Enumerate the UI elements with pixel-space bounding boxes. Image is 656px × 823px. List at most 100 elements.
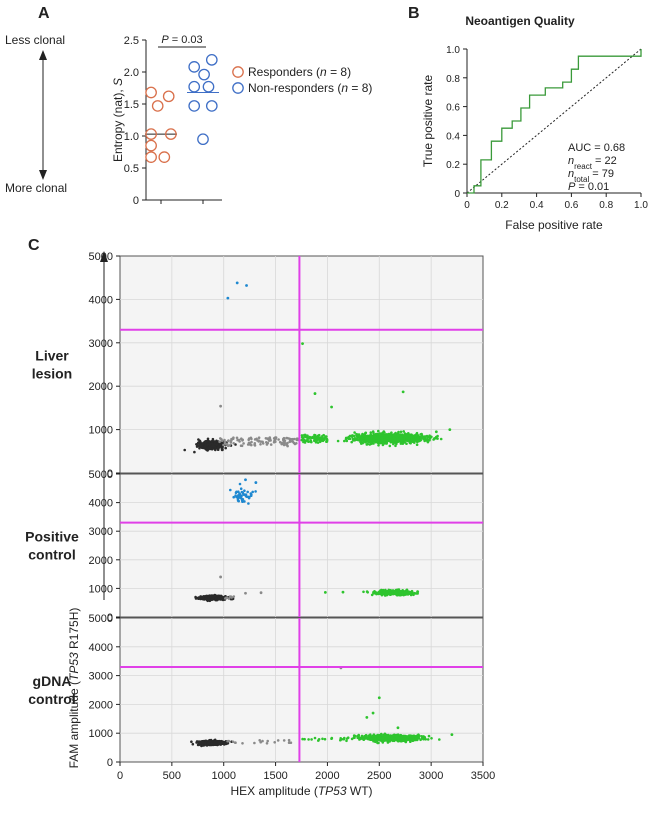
panel-c-fam-arrow-head	[100, 251, 108, 262]
panel-c-droplet-fam_positive	[245, 284, 248, 287]
panel-c-y-tick-label: 4000	[89, 294, 113, 306]
panel-c-droplet-fam_positive	[239, 496, 243, 500]
panel-a-data-point	[158, 151, 171, 163]
panel-c-droplet-mixed	[259, 591, 263, 595]
panel-c-droplet-hex_positive	[354, 437, 357, 441]
panel-c-droplet-mixed	[282, 739, 286, 742]
panel-c-droplet-hex_positive	[388, 592, 391, 595]
panel-c-droplet-hex_positive	[315, 439, 319, 442]
panel-c-droplet-fam_positive	[243, 500, 246, 503]
panel-c-droplet-double_negative	[191, 742, 195, 746]
panel-c-droplet-mixed	[258, 739, 262, 742]
panel-b-x-tick-label: 0	[464, 200, 470, 211]
panel-c-droplet-double_negative	[193, 450, 196, 454]
panel-c-droplet-hex_positive	[365, 436, 369, 440]
panel-c-droplet-hex_positive	[356, 437, 360, 441]
panel-c-droplet-hex_positive	[317, 436, 320, 440]
panel-c-droplet-double_negative	[206, 443, 209, 446]
panel-b-x-tick-label: 0.6	[564, 200, 578, 211]
panel-c-droplet-mixed	[220, 438, 223, 441]
panel-c-droplet-hex_positive	[310, 738, 313, 741]
panel-b-n-react-label-part-0: n	[568, 155, 574, 167]
panel-c-droplet-mixed	[289, 741, 293, 744]
panel-c-droplet-fam_positive	[244, 493, 248, 496]
panel-c-droplet-hex_positive	[317, 433, 321, 437]
panel-c-droplet-hex_positive	[345, 737, 349, 740]
panel-c-droplet-hex_positive	[374, 735, 377, 738]
panel-c-droplet-hex_positive	[362, 439, 366, 443]
panel-c-droplet-hex_positive	[323, 591, 327, 594]
panel-c-droplet-double_negative	[211, 597, 215, 600]
panel-c-droplet-double_negative	[208, 440, 211, 443]
panel-c-plot-0: 0 1000 2000 3000 4000 5000 Liver lesion	[32, 251, 484, 480]
panel-c-droplet-hex_positive	[370, 593, 374, 597]
panel-c-droplet-hex_positive	[343, 439, 346, 443]
panel-b-y-tick-label: 0.8	[446, 74, 460, 85]
panel-a-data-point	[151, 100, 164, 112]
panel-c-droplet-hex_positive	[300, 436, 304, 439]
panel-c-droplet-fam_positive	[239, 487, 243, 491]
panel-a-pvalue-label-part-1: = 0.03	[169, 34, 203, 46]
panel-c-droplet-mixed	[265, 742, 269, 745]
panel-c-droplet-hex_positive	[439, 437, 443, 441]
panel-c-droplet-hex_positive	[403, 441, 407, 444]
panel-a-legend-marker	[232, 82, 244, 94]
panel-c-x-axis-label-part-2: WT)	[347, 784, 373, 798]
panel-c-droplet-hex_positive	[401, 739, 405, 742]
panel-c-droplet-hex_positive	[405, 442, 408, 446]
panel-c-droplet-hex_positive	[381, 436, 384, 439]
panel-c-droplet-hex_positive	[401, 390, 405, 394]
panel-c-droplet-mixed	[227, 597, 231, 600]
panel-c-droplet-hex_positive	[417, 733, 420, 736]
panel-c-y-axis-label-part-2: R175H)	[67, 608, 81, 653]
panel-c-droplet-hex_positive	[387, 588, 391, 592]
panel-c-droplet-mixed	[229, 441, 233, 444]
panel-c-droplets	[190, 666, 454, 748]
panel-a-data-point	[202, 80, 215, 93]
panel-c-droplet-hex_positive	[301, 342, 304, 346]
panel-c-droplet-fam_positive	[251, 490, 254, 494]
panel-c-droplet-hex_positive	[414, 736, 418, 740]
panel-c-droplet-hex_positive	[374, 737, 377, 740]
panel-c-droplet-hex_positive	[370, 738, 374, 741]
panel-c-droplet-hex_positive	[396, 434, 400, 438]
panel-a-y-axis-label: Entropy (nat), S	[111, 78, 125, 162]
panel-b-y-axis-label: True positive rate	[421, 75, 435, 168]
panel-b-n-react-label-part-2: = 22	[592, 155, 617, 167]
panel-a-arrow-head-down	[39, 170, 47, 180]
panel-b-n-total-label-part-1: total	[574, 175, 589, 184]
panel-c-droplet-hex_positive	[403, 591, 407, 595]
panel-c-droplet-mixed	[278, 440, 282, 444]
panel-c-sample-label-line1: Liver	[35, 348, 69, 364]
panel-c-droplet-hex_positive	[369, 431, 373, 434]
panel-c-droplet-hex_positive	[391, 736, 394, 740]
panel-c-droplet-double_negative	[209, 446, 212, 450]
panel-c-y-tick-label: 4000	[89, 642, 113, 654]
panel-c-y-axis-label: FAM amplitude (TP53 R175H)	[67, 608, 81, 769]
panel-c-droplet-hex_positive	[402, 430, 406, 433]
panel-c-droplet-hex_positive	[404, 735, 407, 739]
panel-c-droplet-hex_positive	[381, 438, 384, 442]
panel-c-droplets	[183, 281, 452, 454]
panel-c-droplet-hex_positive	[342, 737, 346, 740]
panel-c-droplet-hex_positive	[414, 437, 418, 441]
panel-c-droplet-hex_positive	[312, 436, 316, 439]
panel-c-droplet-fam_positive	[250, 493, 253, 496]
panel-c-droplet-hex_positive	[345, 739, 348, 743]
panel-c-droplet-hex_positive	[438, 738, 441, 741]
panel-c-droplet-hex_positive	[403, 439, 407, 442]
panel-c-droplet-mixed	[232, 595, 236, 598]
panel-c-droplet-hex_positive	[397, 438, 400, 442]
panel-c-droplet-hex_positive	[384, 441, 388, 445]
panel-c-droplet-double_negative	[207, 597, 210, 601]
panel-c-x-axis-label: HEX amplitude (TP53 WT)	[230, 784, 372, 798]
panel-c-x-tick-label: 2500	[367, 770, 391, 782]
panel-c-droplet-mixed	[219, 404, 223, 408]
panel-c-droplet-mixed	[264, 437, 268, 440]
panel-c-droplet-double_negative	[224, 446, 227, 450]
panel-c-droplet-fam_positive	[254, 481, 258, 484]
panel-c-droplet-fam_positive	[240, 494, 243, 498]
panel-c-droplet-hex_positive	[362, 590, 365, 594]
panel-c-droplet-double_negative	[215, 443, 218, 447]
panel-c-droplet-mixed	[291, 437, 294, 441]
